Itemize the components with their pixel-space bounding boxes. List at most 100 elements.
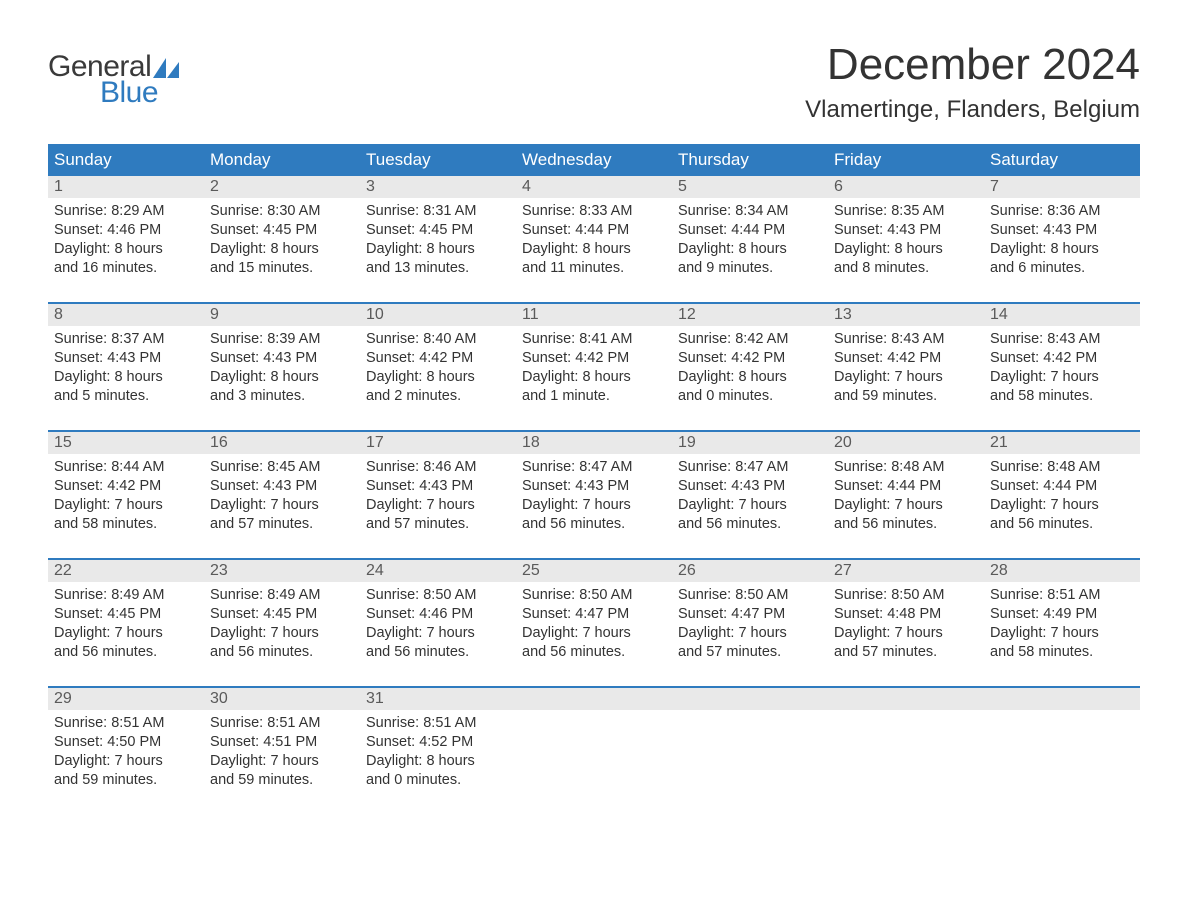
sunset-text: Sunset: 4:43 PM [678,477,822,496]
title-block: December 2024 Vlamertinge, Flanders, Bel… [805,40,1140,124]
day-cell: 8Sunrise: 8:37 AMSunset: 4:43 PMDaylight… [48,304,204,420]
sunrise-text: Sunrise: 8:30 AM [210,202,354,221]
sunrise-text: Sunrise: 8:43 AM [990,330,1134,349]
sunset-text: Sunset: 4:46 PM [366,605,510,624]
daylight-text: and 59 minutes. [54,771,198,790]
sunset-text: Sunset: 4:45 PM [54,605,198,624]
day-body: Sunrise: 8:51 AMSunset: 4:52 PMDaylight:… [360,710,516,799]
day-cell-empty [828,688,984,804]
daylight-text: Daylight: 7 hours [834,496,978,515]
daylight-text: and 13 minutes. [366,259,510,278]
daylight-text: and 0 minutes. [678,387,822,406]
daylight-text: Daylight: 8 hours [210,240,354,259]
day-number: 1 [48,176,204,198]
daylight-text: and 59 minutes. [210,771,354,790]
sunset-text: Sunset: 4:42 PM [678,349,822,368]
daylight-text: Daylight: 7 hours [678,496,822,515]
day-number [828,688,984,710]
day-body: Sunrise: 8:48 AMSunset: 4:44 PMDaylight:… [984,454,1140,543]
week-row: 22Sunrise: 8:49 AMSunset: 4:45 PMDayligh… [48,558,1140,676]
day-cell: 22Sunrise: 8:49 AMSunset: 4:45 PMDayligh… [48,560,204,676]
sunset-text: Sunset: 4:45 PM [366,221,510,240]
sunset-text: Sunset: 4:42 PM [366,349,510,368]
day-body: Sunrise: 8:50 AMSunset: 4:46 PMDaylight:… [360,582,516,671]
day-cell: 30Sunrise: 8:51 AMSunset: 4:51 PMDayligh… [204,688,360,804]
sunset-text: Sunset: 4:44 PM [834,477,978,496]
day-body: Sunrise: 8:34 AMSunset: 4:44 PMDaylight:… [672,198,828,287]
day-cell: 12Sunrise: 8:42 AMSunset: 4:42 PMDayligh… [672,304,828,420]
day-body: Sunrise: 8:50 AMSunset: 4:47 PMDaylight:… [516,582,672,671]
day-number: 30 [204,688,360,710]
daylight-text: and 57 minutes. [210,515,354,534]
day-body: Sunrise: 8:47 AMSunset: 4:43 PMDaylight:… [672,454,828,543]
day-number: 13 [828,304,984,326]
day-body: Sunrise: 8:51 AMSunset: 4:51 PMDaylight:… [204,710,360,799]
daylight-text: and 5 minutes. [54,387,198,406]
day-cell: 15Sunrise: 8:44 AMSunset: 4:42 PMDayligh… [48,432,204,548]
logo: General Blue [48,50,179,110]
daylight-text: and 57 minutes. [834,643,978,662]
sunset-text: Sunset: 4:44 PM [990,477,1134,496]
day-number: 29 [48,688,204,710]
day-cell: 11Sunrise: 8:41 AMSunset: 4:42 PMDayligh… [516,304,672,420]
sunset-text: Sunset: 4:43 PM [990,221,1134,240]
daylight-text: and 57 minutes. [678,643,822,662]
daylight-text: Daylight: 8 hours [54,240,198,259]
daylight-text: Daylight: 7 hours [210,496,354,515]
day-cell: 21Sunrise: 8:48 AMSunset: 4:44 PMDayligh… [984,432,1140,548]
sunset-text: Sunset: 4:48 PM [834,605,978,624]
daylight-text: Daylight: 7 hours [210,624,354,643]
daylight-text: and 57 minutes. [366,515,510,534]
day-cell-empty [516,688,672,804]
day-number: 20 [828,432,984,454]
daylight-text: and 58 minutes. [990,643,1134,662]
day-cell: 29Sunrise: 8:51 AMSunset: 4:50 PMDayligh… [48,688,204,804]
week-row: 29Sunrise: 8:51 AMSunset: 4:50 PMDayligh… [48,686,1140,804]
day-cell: 28Sunrise: 8:51 AMSunset: 4:49 PMDayligh… [984,560,1140,676]
day-header-sunday: Sunday [48,144,204,176]
day-body: Sunrise: 8:36 AMSunset: 4:43 PMDaylight:… [984,198,1140,287]
day-number: 3 [360,176,516,198]
day-cell: 24Sunrise: 8:50 AMSunset: 4:46 PMDayligh… [360,560,516,676]
sunset-text: Sunset: 4:50 PM [54,733,198,752]
day-number [984,688,1140,710]
daylight-text: Daylight: 7 hours [678,624,822,643]
sunset-text: Sunset: 4:44 PM [522,221,666,240]
week-row: 15Sunrise: 8:44 AMSunset: 4:42 PMDayligh… [48,430,1140,548]
day-header-tuesday: Tuesday [360,144,516,176]
sunrise-text: Sunrise: 8:47 AM [522,458,666,477]
daylight-text: and 15 minutes. [210,259,354,278]
day-cell: 25Sunrise: 8:50 AMSunset: 4:47 PMDayligh… [516,560,672,676]
daylight-text: and 58 minutes. [54,515,198,534]
month-title: December 2024 [805,40,1140,90]
day-cell: 17Sunrise: 8:46 AMSunset: 4:43 PMDayligh… [360,432,516,548]
day-cell: 3Sunrise: 8:31 AMSunset: 4:45 PMDaylight… [360,176,516,292]
sunset-text: Sunset: 4:47 PM [522,605,666,624]
daylight-text: and 2 minutes. [366,387,510,406]
sunrise-text: Sunrise: 8:47 AM [678,458,822,477]
day-body: Sunrise: 8:37 AMSunset: 4:43 PMDaylight:… [48,326,204,415]
day-cell: 23Sunrise: 8:49 AMSunset: 4:45 PMDayligh… [204,560,360,676]
daylight-text: Daylight: 8 hours [990,240,1134,259]
day-body: Sunrise: 8:41 AMSunset: 4:42 PMDaylight:… [516,326,672,415]
daylight-text: Daylight: 8 hours [834,240,978,259]
daylight-text: Daylight: 7 hours [990,624,1134,643]
sunrise-text: Sunrise: 8:37 AM [54,330,198,349]
sunrise-text: Sunrise: 8:48 AM [834,458,978,477]
sunrise-text: Sunrise: 8:51 AM [990,586,1134,605]
week-row: 8Sunrise: 8:37 AMSunset: 4:43 PMDaylight… [48,302,1140,420]
day-number: 7 [984,176,1140,198]
day-cell: 7Sunrise: 8:36 AMSunset: 4:43 PMDaylight… [984,176,1140,292]
day-header-monday: Monday [204,144,360,176]
daylight-text: Daylight: 8 hours [678,368,822,387]
sunrise-text: Sunrise: 8:42 AM [678,330,822,349]
day-number: 14 [984,304,1140,326]
day-cell: 4Sunrise: 8:33 AMSunset: 4:44 PMDaylight… [516,176,672,292]
day-number: 31 [360,688,516,710]
daylight-text: Daylight: 8 hours [366,752,510,771]
daylight-text: and 56 minutes. [54,643,198,662]
day-body: Sunrise: 8:51 AMSunset: 4:50 PMDaylight:… [48,710,204,799]
day-number: 6 [828,176,984,198]
day-body: Sunrise: 8:29 AMSunset: 4:46 PMDaylight:… [48,198,204,287]
sunrise-text: Sunrise: 8:45 AM [210,458,354,477]
